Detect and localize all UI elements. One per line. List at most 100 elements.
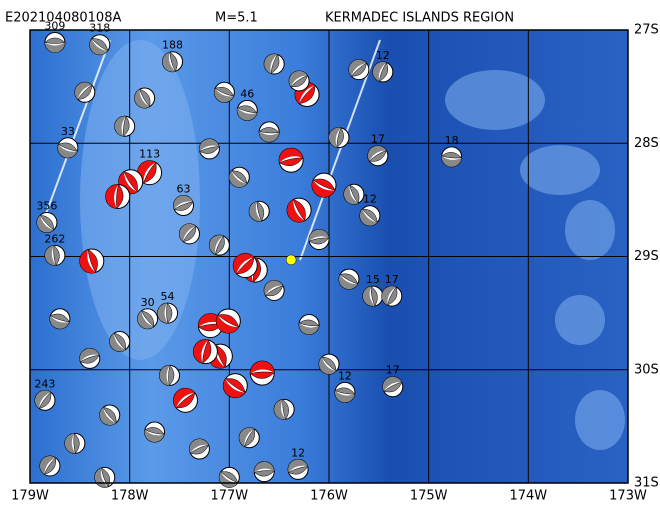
depth-label: 17 bbox=[386, 364, 400, 377]
depth-label: 33 bbox=[61, 125, 75, 138]
depth-label: 18 bbox=[445, 134, 459, 147]
depth-label: 262 bbox=[44, 232, 65, 245]
beachball-lobe bbox=[89, 38, 108, 55]
y-tick-label: 27S bbox=[634, 23, 659, 38]
depth-label: 318 bbox=[89, 22, 110, 35]
beachball-lobe bbox=[44, 37, 66, 44]
depth-label: 12 bbox=[338, 369, 352, 382]
beachball-lobe bbox=[259, 131, 280, 142]
focal-mechanism bbox=[367, 145, 389, 167]
depth-label: 113 bbox=[139, 148, 160, 161]
beachball-lobe bbox=[209, 235, 224, 255]
focal-mechanism bbox=[253, 461, 275, 483]
focal-mechanism bbox=[308, 229, 330, 251]
y-tick-label: 29S bbox=[634, 249, 659, 264]
beachball-lobe bbox=[328, 127, 342, 148]
x-tick-label: 173W bbox=[609, 489, 647, 504]
beachball-lobe bbox=[143, 161, 157, 184]
event-id: E202104080108A bbox=[5, 11, 121, 26]
focal-mechanism bbox=[372, 61, 394, 83]
focal-mechanism bbox=[74, 81, 96, 103]
focal-mechanism bbox=[238, 427, 260, 449]
focal-mechanism bbox=[172, 387, 198, 413]
beachball-lobe bbox=[34, 390, 51, 409]
focal-mechanism bbox=[218, 466, 240, 488]
depth-label: 17 bbox=[371, 133, 385, 146]
beachball-lobe bbox=[378, 62, 389, 82]
focal-mechanism bbox=[263, 279, 285, 301]
beachball-lobe bbox=[214, 88, 234, 103]
beachball-lobe bbox=[361, 208, 378, 223]
beachball-lobe bbox=[350, 62, 367, 77]
beachball-lobe bbox=[109, 333, 126, 352]
beachball-lobe bbox=[293, 199, 306, 222]
beachball-lobe bbox=[162, 52, 176, 72]
beachball-lobe bbox=[73, 432, 80, 454]
beachball-lobe bbox=[44, 42, 65, 53]
focal-mechanism bbox=[36, 212, 58, 234]
beachball-lobe bbox=[144, 429, 165, 443]
beachball-lobe bbox=[114, 116, 126, 137]
focal-mechanism bbox=[334, 381, 356, 403]
beachball-lobe bbox=[198, 313, 223, 328]
focal-mechanism bbox=[89, 34, 111, 56]
focal-mechanism bbox=[348, 59, 370, 81]
beachball-lobe bbox=[44, 245, 56, 266]
beachball-lobe bbox=[270, 53, 280, 74]
depth-label: 12 bbox=[363, 193, 377, 206]
focal-mechanism bbox=[249, 360, 275, 386]
beachball-lobe bbox=[441, 152, 463, 159]
beachball-lobe bbox=[214, 86, 234, 97]
focal-mechanism bbox=[248, 200, 270, 222]
beachball-lobe bbox=[77, 84, 93, 100]
focal-mechanism bbox=[94, 466, 116, 488]
beachball-lobe bbox=[99, 407, 117, 426]
beachball-lobe bbox=[166, 302, 173, 324]
beachball-lobe bbox=[348, 59, 367, 77]
beachball-lobe bbox=[134, 89, 150, 108]
beachball-lobe bbox=[338, 274, 358, 290]
magnitude: M=5.1 bbox=[215, 11, 258, 26]
beachball-lobe bbox=[253, 470, 275, 477]
beachball-lobe bbox=[282, 398, 289, 420]
x-tick-label: 176W bbox=[310, 489, 348, 504]
beachball-lobe bbox=[102, 407, 117, 424]
beachball-lobe bbox=[144, 427, 165, 435]
x-tick-label: 174W bbox=[509, 489, 547, 504]
focal-mechanism bbox=[44, 31, 66, 53]
beachball-lobe bbox=[264, 280, 283, 296]
focal-mechanism bbox=[162, 51, 184, 73]
beachball-lobe bbox=[137, 310, 154, 329]
depth-label: 356 bbox=[36, 200, 57, 213]
focal-mechanism bbox=[172, 195, 194, 217]
beachball-lobe bbox=[372, 61, 387, 82]
focal-mechanism bbox=[178, 223, 200, 245]
y-tick-label: 28S bbox=[634, 136, 659, 151]
beachball-lobe bbox=[309, 229, 329, 242]
focal-mechanism bbox=[318, 353, 340, 375]
focal-mechanism bbox=[263, 53, 285, 75]
beachball-lobe bbox=[139, 88, 151, 108]
beachball-lobe bbox=[254, 461, 275, 473]
beachball-lobe bbox=[179, 223, 196, 242]
focal-mechanism bbox=[215, 308, 241, 334]
beachball-lobe bbox=[229, 170, 247, 188]
beachball-lobe bbox=[256, 200, 265, 222]
depth-label: 63 bbox=[176, 183, 190, 196]
beachball-lobe bbox=[312, 180, 335, 198]
beachball-lobe bbox=[321, 356, 337, 372]
beachball-lobe bbox=[334, 387, 356, 395]
bathymetry bbox=[80, 40, 625, 450]
focal-mechanism bbox=[144, 421, 166, 443]
beachball-lobe bbox=[289, 70, 308, 87]
beachball-lobe bbox=[199, 146, 220, 154]
focal-mechanism bbox=[157, 302, 179, 324]
focal-mechanism bbox=[105, 183, 131, 209]
beachball-lobe bbox=[362, 286, 375, 307]
depth-label: 188 bbox=[162, 39, 183, 52]
beachball-lobe bbox=[199, 138, 220, 152]
x-tick-label: 178W bbox=[111, 489, 149, 504]
beachball-lobe bbox=[173, 388, 195, 408]
beachball-lobe bbox=[38, 391, 52, 409]
